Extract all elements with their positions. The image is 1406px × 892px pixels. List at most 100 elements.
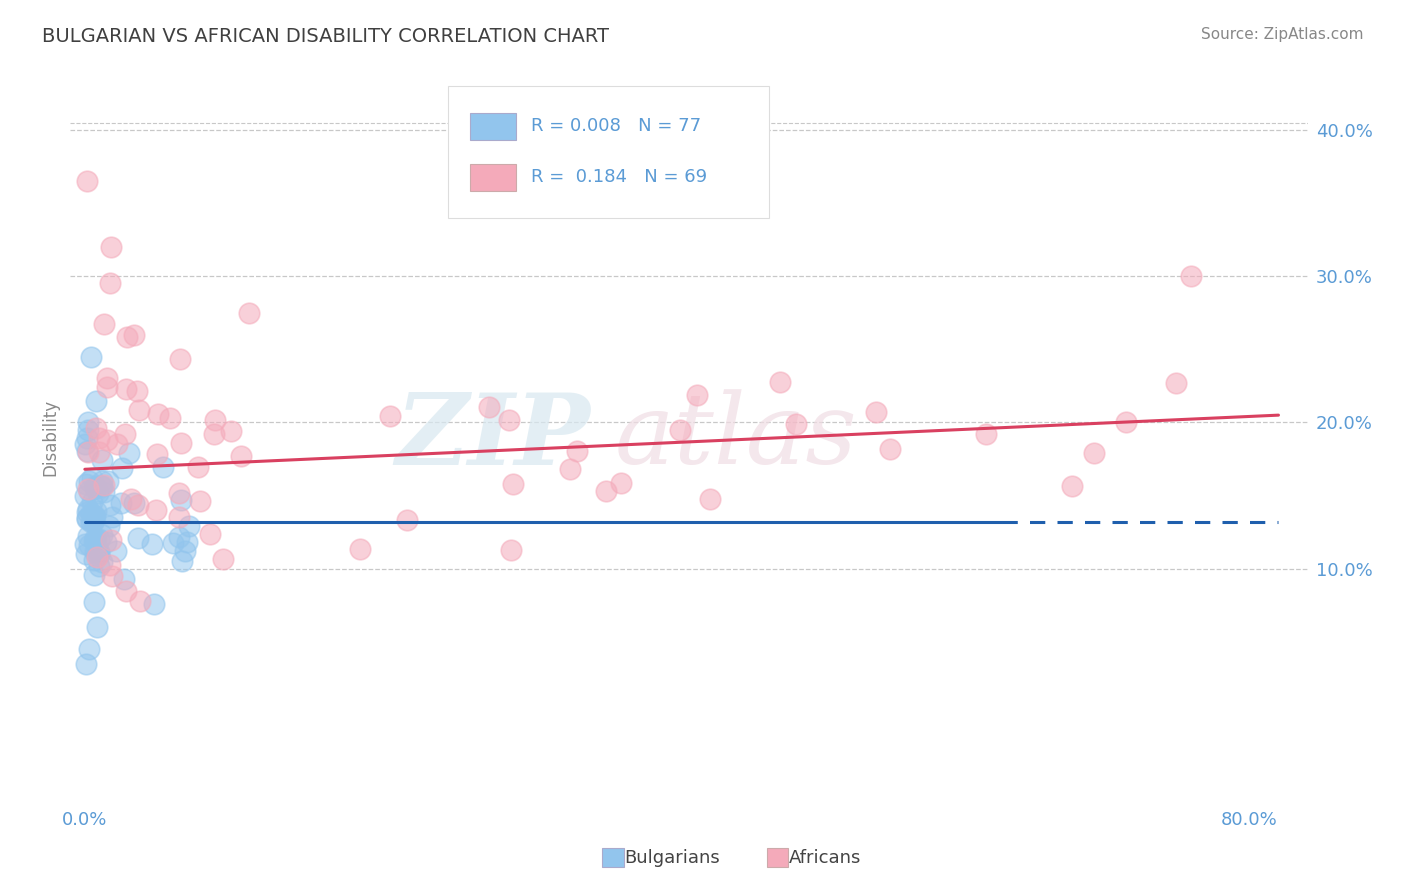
Point xyxy=(221,424,243,438)
Point xyxy=(97,475,120,489)
Point xyxy=(89,432,111,446)
Point xyxy=(101,509,124,524)
Point xyxy=(80,516,103,530)
Point xyxy=(93,485,115,500)
Point xyxy=(159,411,181,425)
Point xyxy=(73,537,96,551)
Point xyxy=(127,531,149,545)
Point xyxy=(83,509,105,524)
Point xyxy=(83,534,105,549)
Point xyxy=(77,445,100,459)
Point xyxy=(105,437,128,451)
Point xyxy=(560,462,582,476)
Point xyxy=(75,547,97,561)
Text: R =  0.184   N = 69: R = 0.184 N = 69 xyxy=(530,169,707,186)
Point xyxy=(90,479,112,493)
Point xyxy=(75,477,97,491)
Point xyxy=(84,393,107,408)
Point xyxy=(478,400,501,414)
Point xyxy=(229,449,252,463)
FancyBboxPatch shape xyxy=(766,848,789,867)
Point xyxy=(974,427,997,442)
Point xyxy=(87,486,110,500)
Point xyxy=(82,515,104,529)
Point xyxy=(173,544,195,558)
Text: Africans: Africans xyxy=(789,848,860,867)
Point xyxy=(176,535,198,549)
Point xyxy=(1180,269,1202,284)
Point xyxy=(187,460,209,475)
Point xyxy=(98,518,121,533)
Point xyxy=(89,545,111,559)
Point xyxy=(83,531,105,545)
Point xyxy=(120,492,142,507)
Point xyxy=(122,496,145,510)
Point xyxy=(129,594,152,608)
Point xyxy=(104,544,127,558)
Point xyxy=(127,499,149,513)
Point xyxy=(669,424,692,438)
Point xyxy=(91,528,114,542)
Point xyxy=(1164,376,1187,390)
Point xyxy=(75,489,97,503)
Point xyxy=(115,584,138,599)
Point xyxy=(114,427,136,442)
Point xyxy=(91,555,114,569)
Point xyxy=(96,370,118,384)
Point xyxy=(128,403,150,417)
Point xyxy=(83,553,105,567)
Point xyxy=(98,498,121,512)
Point xyxy=(115,382,138,396)
Point xyxy=(79,506,101,520)
Point xyxy=(111,460,134,475)
Point xyxy=(76,512,98,526)
Point xyxy=(170,554,193,568)
Point xyxy=(90,452,112,467)
Point xyxy=(87,445,110,459)
Point xyxy=(79,350,101,364)
Point xyxy=(204,413,226,427)
Point xyxy=(115,330,138,344)
Point xyxy=(77,416,100,430)
Point xyxy=(145,502,167,516)
Point xyxy=(118,446,141,460)
Point xyxy=(498,413,520,427)
Point xyxy=(77,529,100,543)
Point xyxy=(169,351,191,366)
Point xyxy=(1083,445,1105,459)
Point xyxy=(200,527,222,541)
Point xyxy=(93,478,115,492)
Point xyxy=(84,533,107,548)
Point xyxy=(127,384,149,398)
Point xyxy=(77,474,100,488)
Point xyxy=(75,437,97,451)
Point xyxy=(396,513,419,527)
FancyBboxPatch shape xyxy=(470,164,516,191)
Point xyxy=(87,559,110,574)
Point xyxy=(565,444,588,458)
Point xyxy=(76,431,98,445)
Point xyxy=(77,642,100,657)
Point xyxy=(83,482,105,496)
Point xyxy=(90,474,112,488)
Point xyxy=(91,479,114,493)
Point xyxy=(179,518,201,533)
Point xyxy=(82,494,104,508)
Point xyxy=(83,479,105,493)
Point xyxy=(77,502,100,516)
Point xyxy=(595,483,617,498)
Text: atlas: atlas xyxy=(614,390,858,484)
Point xyxy=(1115,415,1137,429)
FancyBboxPatch shape xyxy=(447,86,769,218)
Point xyxy=(169,510,191,524)
Point xyxy=(124,327,146,342)
Point xyxy=(84,481,107,495)
Point xyxy=(100,240,122,254)
Point xyxy=(77,538,100,552)
Point xyxy=(96,433,118,447)
Point xyxy=(879,442,901,456)
Point xyxy=(75,657,97,671)
Point xyxy=(83,567,105,582)
Point xyxy=(699,491,721,506)
Point xyxy=(82,471,104,485)
